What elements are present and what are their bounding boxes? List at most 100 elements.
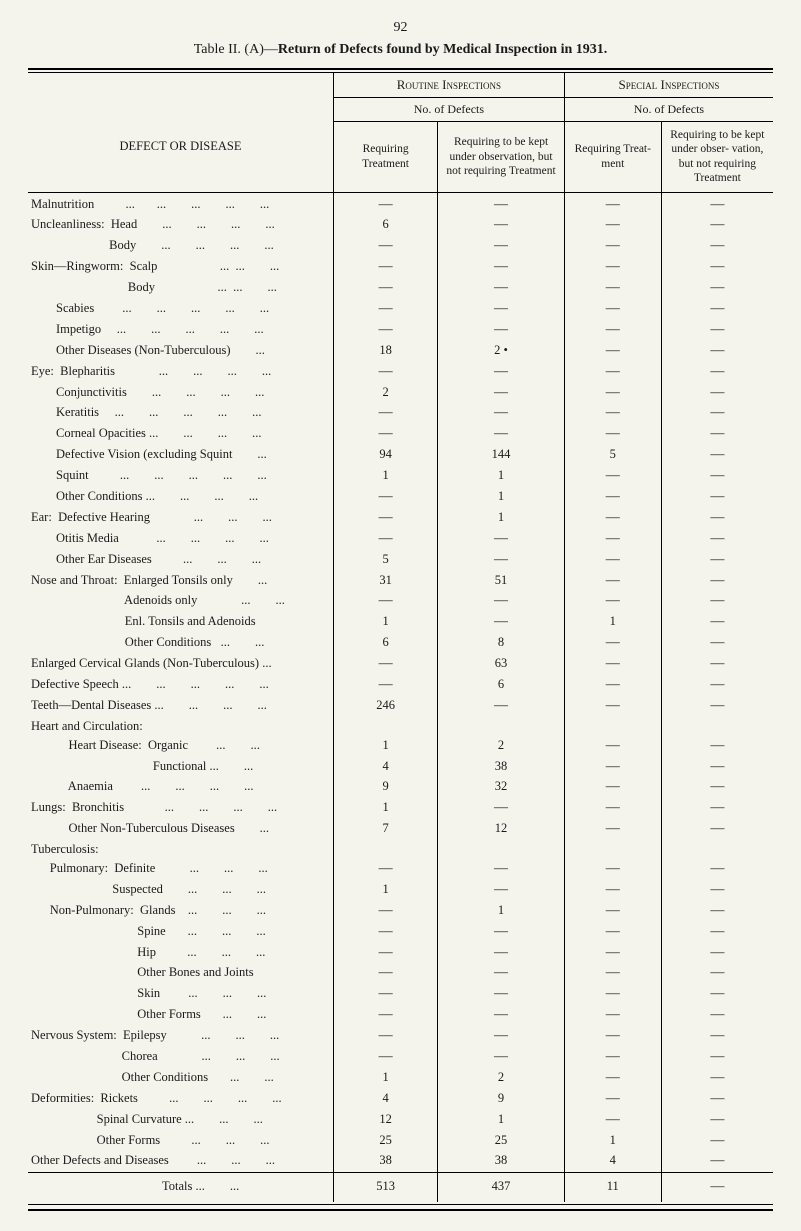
cell: —: [438, 550, 565, 571]
cell: [438, 717, 565, 736]
cell: —: [564, 257, 661, 278]
cell: —: [564, 675, 661, 696]
row-label: Adenoids only ... ...: [28, 591, 333, 612]
cell: —: [333, 859, 437, 880]
cell: —: [564, 341, 661, 362]
cell: —: [564, 819, 661, 840]
cell: 8: [438, 633, 565, 654]
cell: 51: [438, 571, 565, 592]
defects-table: DEFECT OR DISEASE Routine Inspections Sp…: [28, 73, 773, 1202]
cell: 2: [438, 736, 565, 757]
row-label: Functional ... ...: [28, 757, 333, 778]
cell: 94: [333, 445, 437, 466]
cell: —: [564, 963, 661, 984]
row-label: Body ... ... ... ...: [28, 236, 333, 257]
row-label: Ear: Defective Hearing ... ... ...: [28, 508, 333, 529]
cell: 32: [438, 777, 565, 798]
cell: 18: [333, 341, 437, 362]
cell: —: [438, 591, 565, 612]
row-label: Defective Vision (excluding Squint ...: [28, 445, 333, 466]
rule-bottom-thick: [28, 1209, 773, 1211]
cell: —: [661, 901, 773, 922]
cell: —: [438, 383, 565, 404]
table-row: Enlarged Cervical Glands (Non-Tuberculou…: [28, 654, 773, 675]
table-row: Scabies ... ... ... ... ...————: [28, 299, 773, 320]
cell: —: [438, 236, 565, 257]
table-row: Skin—Ringworm: Scalp ... ... ...————: [28, 257, 773, 278]
cell: 1: [438, 901, 565, 922]
cell: 12: [333, 1110, 437, 1131]
table-row: Spinal Curvature ... ... ...121——: [28, 1110, 773, 1131]
table-row: Teeth—Dental Diseases ... ... ... ...246…: [28, 696, 773, 717]
cell: —: [564, 215, 661, 236]
table-row: Suspected ... ... ...1———: [28, 880, 773, 901]
cell: —: [661, 736, 773, 757]
row-label: Other Forms ... ... ...: [28, 1131, 333, 1152]
row-label: Malnutrition ... ... ... ... ...: [28, 195, 333, 216]
cell: 9: [333, 777, 437, 798]
table-row: Defective Speech ... ... ... ... ...—6——: [28, 675, 773, 696]
table-row: Nervous System: Epilepsy ... ... ...————: [28, 1026, 773, 1047]
cell: —: [333, 963, 437, 984]
cell: —: [564, 1089, 661, 1110]
cell: —: [564, 654, 661, 675]
row-label: Pulmonary: Definite ... ... ...: [28, 859, 333, 880]
cell: —: [564, 1110, 661, 1131]
cell: 246: [333, 696, 437, 717]
cell: 38: [438, 1151, 565, 1172]
table-row: Skin ... ... ...————: [28, 984, 773, 1005]
cell: 144: [438, 445, 565, 466]
cell: —: [661, 403, 773, 424]
row-label: Other Defects and Diseases ... ... ...: [28, 1151, 333, 1172]
header-no-defects-special: No. of Defects: [564, 98, 773, 122]
table-row: Other Forms ... ...————: [28, 1005, 773, 1026]
cell: —: [661, 341, 773, 362]
cell: —: [661, 880, 773, 901]
row-label: Body ... ... ...: [28, 278, 333, 299]
cell: 25: [438, 1131, 565, 1152]
cell: —: [438, 257, 565, 278]
cell: —: [438, 984, 565, 1005]
cell: —: [438, 195, 565, 216]
cell: 6: [438, 675, 565, 696]
cell: —: [333, 529, 437, 550]
cell: —: [661, 943, 773, 964]
row-label: Impetigo ... ... ... ... ...: [28, 320, 333, 341]
cell: —: [661, 320, 773, 341]
table-row: Squint ... ... ... ... ...11——: [28, 466, 773, 487]
table-row: Other Forms ... ... ...25251—: [28, 1131, 773, 1152]
cell: —: [661, 445, 773, 466]
cell: —: [564, 943, 661, 964]
row-label: Teeth—Dental Diseases ... ... ... ...: [28, 696, 333, 717]
cell: —: [564, 299, 661, 320]
table-row: Functional ... ...438——: [28, 757, 773, 778]
cell: —: [438, 424, 565, 445]
table-row: Chorea ... ... ...————: [28, 1047, 773, 1068]
header-col3: Requiring Treat- ment: [564, 122, 661, 193]
table-row: Pulmonary: Definite ... ... ...————: [28, 859, 773, 880]
cell: 4: [333, 1089, 437, 1110]
cell: 2: [333, 383, 437, 404]
cell: [661, 717, 773, 736]
cell: —: [438, 1005, 565, 1026]
cell: —: [564, 571, 661, 592]
row-label: Skin—Ringworm: Scalp ... ... ...: [28, 257, 333, 278]
row-label: Other Ear Diseases ... ... ...: [28, 550, 333, 571]
cell: 1: [438, 1110, 565, 1131]
cell: —: [333, 1026, 437, 1047]
cell: —: [661, 1068, 773, 1089]
cell: —: [661, 819, 773, 840]
cell: —: [661, 963, 773, 984]
cell: 4: [564, 1151, 661, 1172]
header-col4: Requiring to be kept under obser- vation…: [661, 122, 773, 193]
row-label: Conjunctivitis ... ... ... ...: [28, 383, 333, 404]
cell: —: [661, 529, 773, 550]
cell: —: [333, 195, 437, 216]
row-label: Heart Disease: Organic ... ...: [28, 736, 333, 757]
cell: —: [438, 529, 565, 550]
cell: —: [661, 383, 773, 404]
row-label: Other Bones and Joints: [28, 963, 333, 984]
cell: [333, 717, 437, 736]
header-defect: DEFECT OR DISEASE: [28, 73, 333, 192]
row-label: Other Diseases (Non-Tuberculous) ...: [28, 341, 333, 362]
